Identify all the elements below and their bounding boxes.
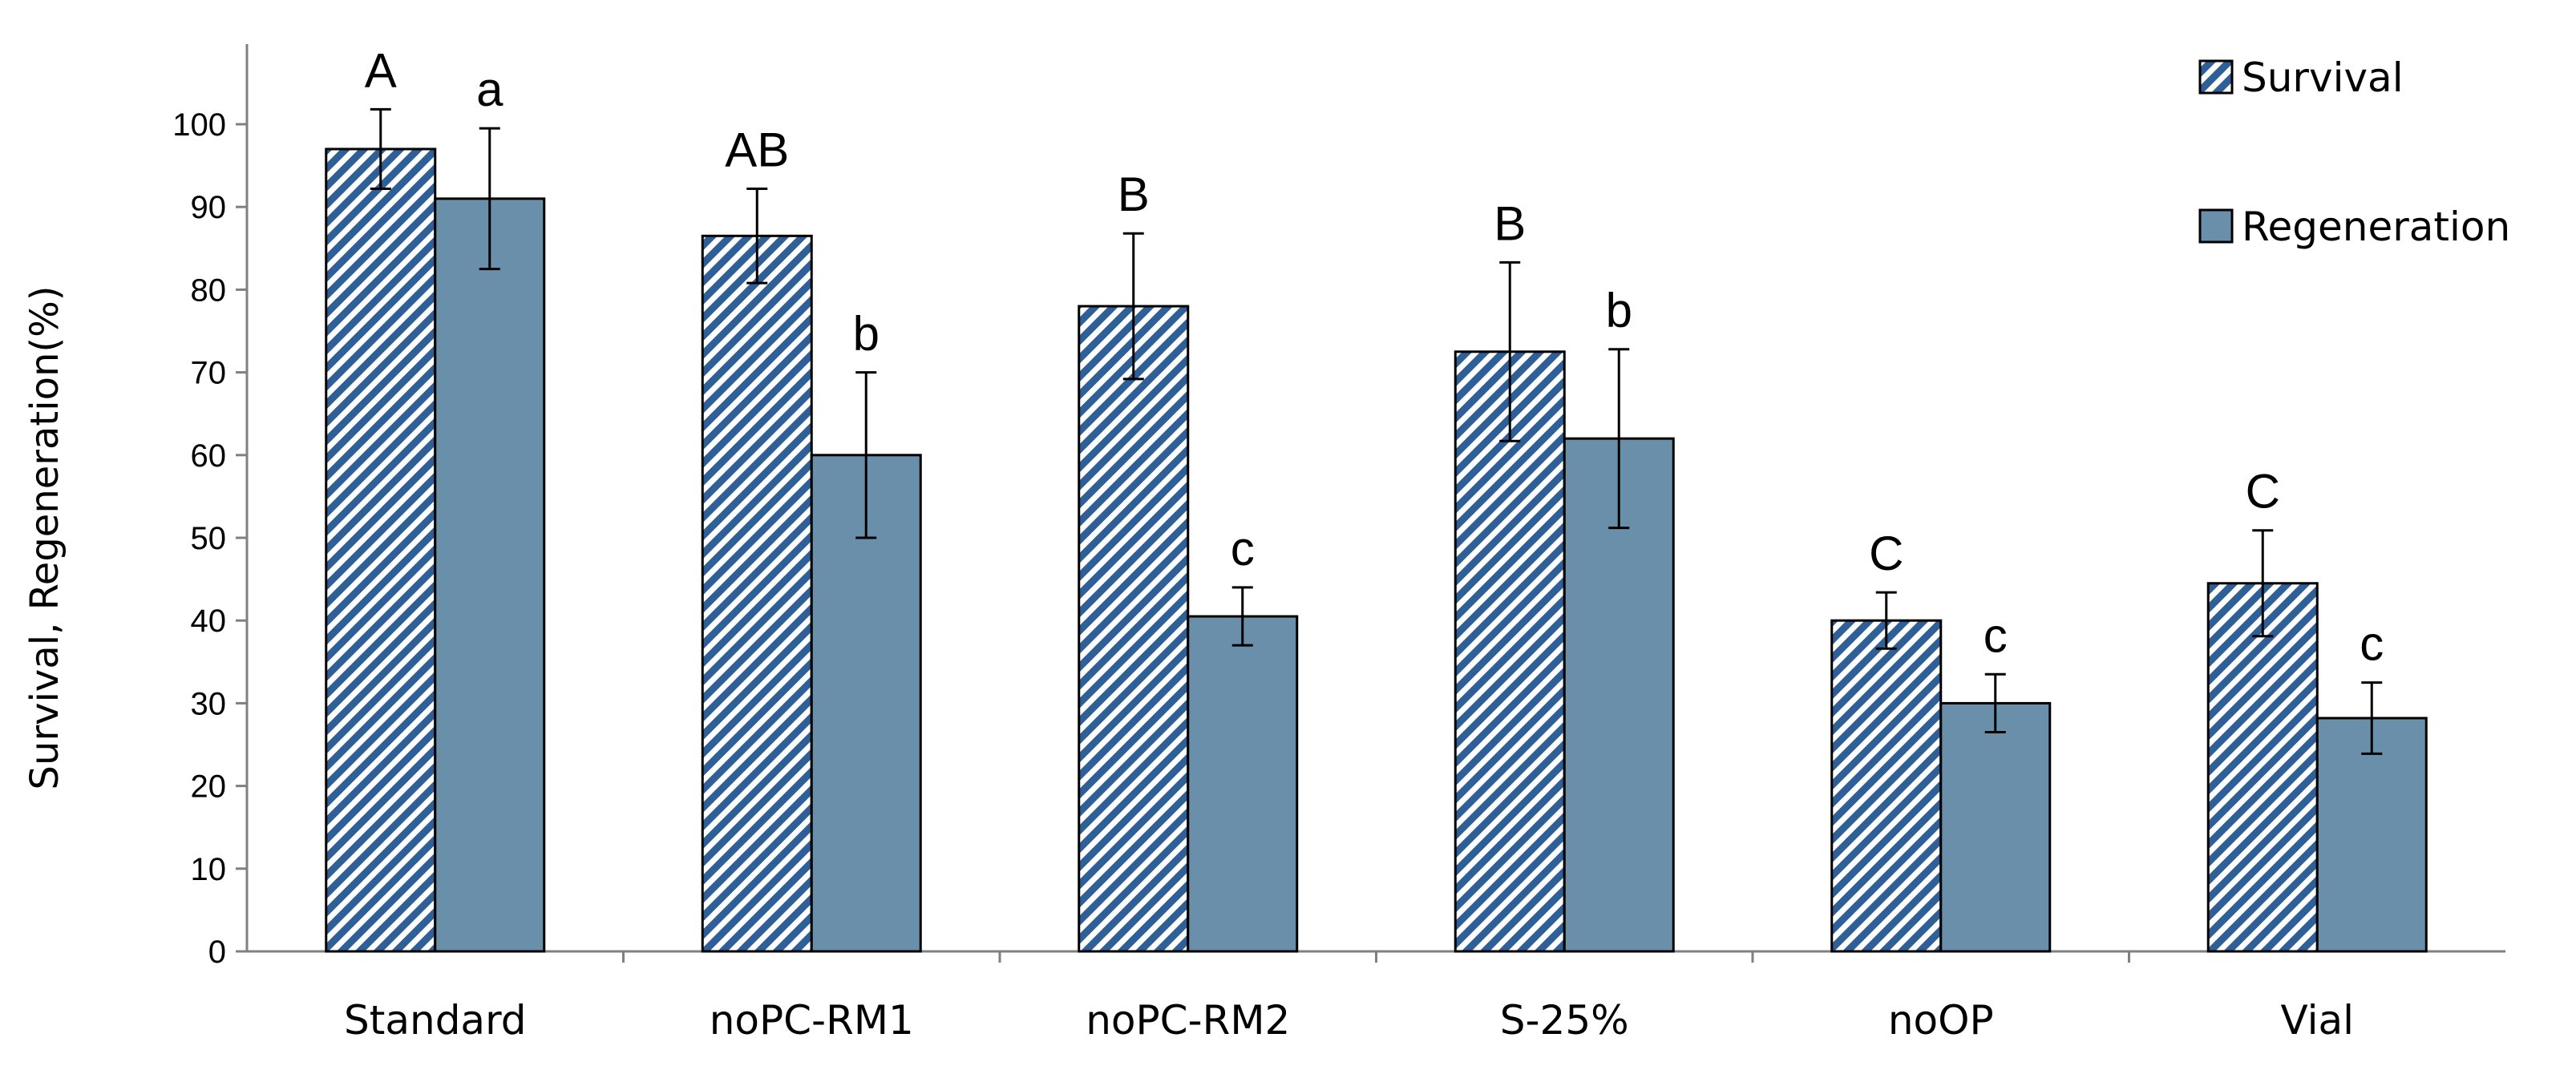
bar-survival	[1454, 350, 1566, 953]
significance-label: B	[1118, 168, 1150, 221]
legend-swatch-survival	[2198, 59, 2234, 95]
significance-label: c	[2360, 617, 2384, 671]
y-tick-label: 20	[191, 769, 227, 805]
x-category-label: Standard	[344, 997, 526, 1044]
bar-survival	[701, 234, 813, 953]
significance-label: c	[1231, 522, 1255, 575]
significance-label: C	[1869, 527, 1903, 580]
x-category-label: noPC-RM2	[1086, 997, 1290, 1044]
significance-label: B	[1494, 196, 1526, 250]
significance-label: AB	[725, 123, 789, 176]
legend-label-regeneration: Regeneration	[2242, 204, 2510, 250]
significance-label: a	[476, 63, 503, 116]
y-tick-label: 30	[191, 686, 227, 721]
x-category-label: noPC-RM1	[710, 997, 914, 1044]
y-tick-label: 10	[191, 852, 227, 887]
chart-error-bars	[370, 107, 2383, 755]
y-tick-label: 60	[191, 438, 227, 474]
y-axis-title: Survival, Regeneration(%)	[22, 286, 67, 790]
significance-label: b	[1606, 284, 1632, 337]
x-category-label: noOP	[1888, 997, 1994, 1044]
bar-regeneration	[434, 197, 546, 953]
bar-regeneration	[1187, 615, 1299, 953]
chart-legend: Survival Regeneration	[2198, 55, 2510, 250]
bar-survival	[1830, 619, 1943, 953]
legend-label-survival: Survival	[2242, 55, 2404, 101]
significance-label: b	[853, 307, 880, 361]
x-category-label: S-25%	[1500, 997, 1629, 1044]
bar-survival	[1078, 305, 1190, 953]
chart-bars	[325, 147, 2428, 953]
bar-survival	[325, 147, 437, 953]
y-tick-label: 90	[191, 190, 227, 225]
significance-label: C	[2246, 465, 2280, 519]
y-tick-label: 0	[208, 935, 226, 970]
legend-swatch-regeneration	[2198, 208, 2234, 244]
y-tick-label: 70	[191, 356, 227, 391]
x-category-label: Vial	[2280, 997, 2354, 1044]
y-tick-label: 50	[191, 521, 227, 556]
significance-label: A	[365, 43, 397, 97]
y-tick-label: 80	[191, 273, 227, 308]
y-tick-label: 40	[191, 604, 227, 639]
bar-survival	[2206, 582, 2319, 953]
significance-label: c	[1984, 608, 2008, 662]
y-tick-label: 100	[172, 107, 226, 143]
chart-axes: 0 10 20 30 40 50 60 70 80 90 100 Survival, Regenera…	[22, 44, 2505, 1044]
bar-regeneration	[1939, 701, 2052, 953]
